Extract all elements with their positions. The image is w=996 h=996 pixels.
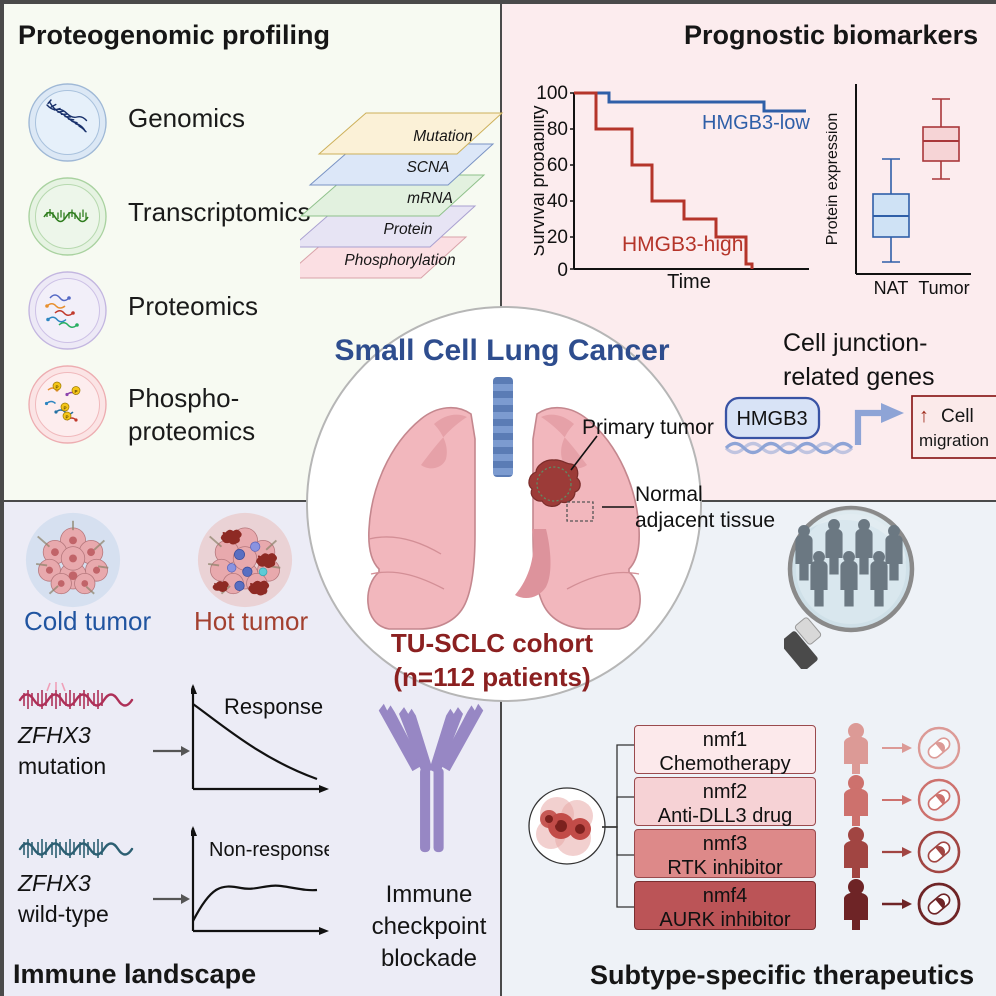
svg-text:HMGB3: HMGB3 <box>736 408 807 430</box>
svg-text:HMGB3-low: HMGB3-low <box>702 112 810 134</box>
svg-text:80: 80 <box>547 119 568 140</box>
svg-text:HMGB3-high: HMGB3-high <box>622 233 743 256</box>
svg-text:0: 0 <box>557 260 568 281</box>
svg-text:Cell: Cell <box>941 406 974 427</box>
svg-text:NAT: NAT <box>874 278 909 298</box>
svg-text:Phosphorylation: Phosphorylation <box>344 252 455 269</box>
svg-text:Protein: Protein <box>383 221 432 238</box>
svg-text:Tumor: Tumor <box>918 278 969 298</box>
svg-text:Time: Time <box>667 271 711 289</box>
svg-text:P: P <box>63 405 66 410</box>
svg-text:Response: Response <box>224 694 323 719</box>
svg-text:Survival probability: Survival probability <box>534 105 548 256</box>
svg-text:↑: ↑ <box>919 405 929 427</box>
svg-text:migration: migration <box>919 431 989 450</box>
svg-text:20: 20 <box>547 227 568 248</box>
svg-text:P: P <box>65 414 68 419</box>
svg-text:P: P <box>55 384 58 389</box>
svg-text:P: P <box>74 389 77 394</box>
svg-text:Mutation: Mutation <box>413 128 472 145</box>
svg-text:60: 60 <box>547 155 568 176</box>
svg-text:100: 100 <box>536 83 568 104</box>
svg-text:Non-response: Non-response <box>209 839 329 861</box>
svg-text:Protein expression: Protein expression <box>826 113 841 246</box>
svg-text:40: 40 <box>547 191 568 212</box>
svg-text:mRNA: mRNA <box>407 190 453 207</box>
svg-text:SCNA: SCNA <box>406 159 449 176</box>
